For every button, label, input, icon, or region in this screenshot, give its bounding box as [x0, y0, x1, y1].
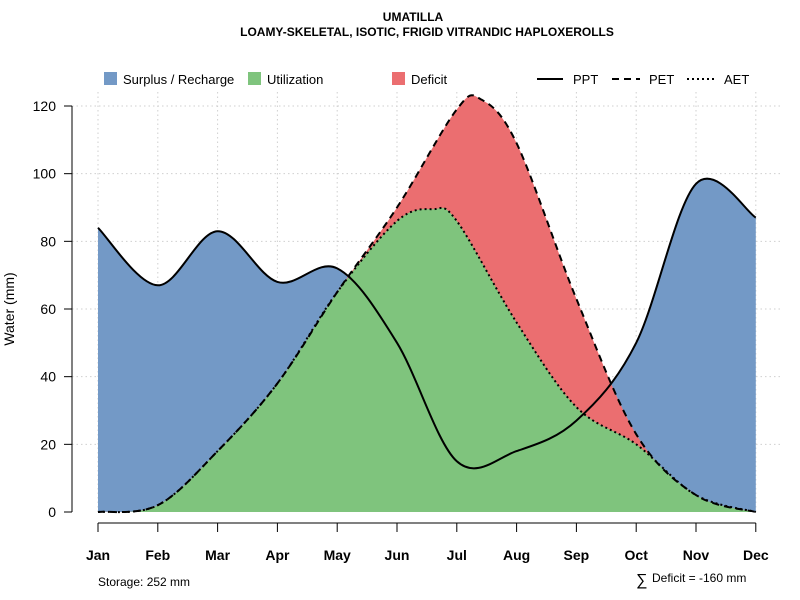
chart-subtitle: LOAMY-SKELETAL, ISOTIC, FRIGID VITRANDIC… [240, 25, 614, 39]
x-tick-label-jul: Jul [447, 547, 467, 563]
legend-swatch-utilization [248, 72, 261, 85]
legend-label-ppt: PPT [573, 72, 598, 87]
y-tick-label-100: 100 [33, 166, 57, 182]
y-tick-label-80: 80 [40, 233, 56, 249]
legend-label-pet: PET [649, 72, 674, 87]
y-tick-label-120: 120 [33, 98, 57, 114]
x-tick-label-aug: Aug [503, 547, 530, 563]
legend-label-deficit: Deficit [411, 72, 448, 87]
y-tick-label-40: 40 [40, 369, 56, 385]
legend-swatch-surplus [104, 72, 117, 85]
x-axis: Jan Feb Mar Apr May Jun Jul Aug Sep Oct Nov Dec [86, 522, 769, 563]
y-axis-label: Water (mm) [1, 272, 17, 345]
sum-symbol: ∑ [636, 572, 647, 589]
legend-label-aet: AET [724, 72, 749, 87]
series-line-aet [97, 206, 757, 514]
storage-footnote: Storage: 252 mm [98, 575, 190, 589]
legend-label-surplus: Surplus / Recharge [123, 72, 234, 87]
y-axis: 0 20 40 60 80 100 120 [33, 98, 73, 520]
x-tick-label-jan: Jan [86, 547, 110, 563]
x-tick-label-nov: Nov [683, 547, 710, 563]
x-tick-label-sep: Sep [564, 547, 590, 563]
chart-title: UMATILLA [383, 10, 444, 24]
y-tick-label-0: 0 [48, 504, 56, 520]
x-tick-label-feb: Feb [145, 547, 170, 563]
x-tick-label-mar: Mar [205, 547, 230, 563]
deficit-footnote: Deficit = -160 mm [652, 571, 746, 585]
series-lines [97, 94, 757, 514]
y-tick-label-60: 60 [40, 301, 56, 317]
legend-label-utilization: Utilization [267, 72, 323, 87]
x-tick-label-dec: Dec [743, 547, 769, 563]
legend-swatch-deficit [392, 72, 405, 85]
x-tick-label-jun: Jun [385, 547, 410, 563]
plot-areas [98, 95, 756, 513]
y-tick-label-20: 20 [40, 436, 56, 452]
x-tick-label-oct: Oct [625, 547, 649, 563]
series-line-pet [97, 94, 757, 514]
legend: Surplus / Recharge Utilization Deficit P… [104, 72, 749, 87]
x-tick-label-may: May [324, 547, 351, 563]
x-tick-label-apr: Apr [265, 547, 290, 563]
series-line-ppt [97, 177, 757, 470]
